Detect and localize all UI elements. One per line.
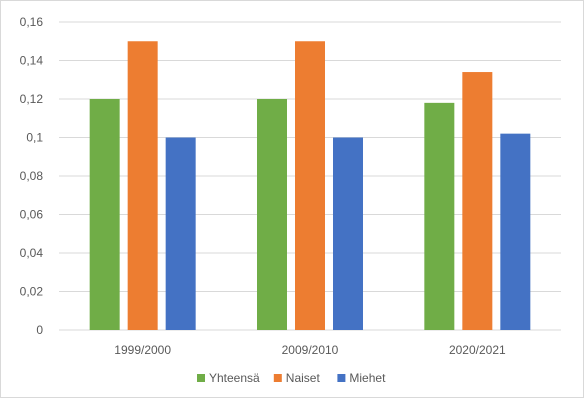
bar-2020-2021-naiset <box>462 72 493 331</box>
bar-2020-2021-yhteensä <box>424 102 455 330</box>
legend-label-yhteensä: Yhteensä <box>209 371 260 385</box>
legend-label-miehet: Miehet <box>349 371 386 385</box>
legend-label-naiset: Naiset <box>286 371 321 385</box>
x-tick-label: 1999/2000 <box>114 343 171 357</box>
bars <box>89 41 531 331</box>
bar-2020-2021-miehet <box>500 133 531 330</box>
y-tick-label: 0,02 <box>20 285 44 299</box>
legend-swatch-miehet <box>337 374 346 382</box>
y-axis-ticks: 0 0,02 0,04 0,06 0,08 0,1 0,12 0,14 0,16 <box>20 15 44 337</box>
bar-2009-2010-yhteensä <box>257 99 287 330</box>
legend-swatch-naiset <box>273 374 282 382</box>
bar-1999-2000-naiset <box>127 41 158 330</box>
legend-swatch-yhteensä <box>197 374 205 382</box>
y-tick-label: 0 <box>36 323 43 337</box>
x-axis-ticks: 1999/2000 2009/2010 2020/2021 <box>114 343 506 357</box>
bar-1999-2000-yhteensä <box>89 99 120 330</box>
y-tick-label: 0,16 <box>20 15 44 29</box>
y-tick-label: 0,08 <box>20 169 44 183</box>
y-tick-label: 0,14 <box>20 54 44 68</box>
x-tick-label: 2009/2010 <box>282 343 339 357</box>
x-tick-label: 2020/2021 <box>449 343 506 357</box>
y-tick-label: 0,06 <box>20 208 44 222</box>
legend: Yhteensä Naiset Miehet <box>197 371 386 385</box>
y-tick-label: 0,04 <box>20 246 44 260</box>
bar-2009-2010-miehet <box>333 137 363 330</box>
y-tick-label: 0,12 <box>20 92 44 106</box>
y-tick-label: 0,1 <box>26 131 43 145</box>
bar-1999-2000-miehet <box>165 137 196 330</box>
bar-2009-2010-naiset <box>295 41 325 330</box>
